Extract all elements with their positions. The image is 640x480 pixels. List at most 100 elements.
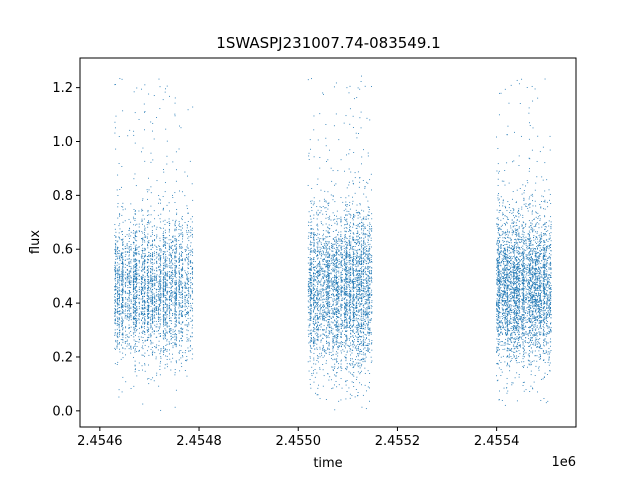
data-point [138,275,140,277]
data-point [120,278,122,280]
data-point [320,291,322,293]
data-point [120,339,122,340]
data-point [133,294,135,296]
data-point [319,297,320,299]
data-point [128,282,130,284]
data-point [165,324,167,325]
data-point [336,271,338,273]
data-point [114,253,116,255]
data-point [148,282,150,284]
data-point [119,277,121,279]
data-point [174,309,176,311]
data-point [312,323,314,324]
data-point [164,219,166,221]
data-point [332,298,334,300]
data-point [319,253,321,255]
data-point [178,259,180,261]
data-point [169,282,170,284]
data-point [175,340,177,342]
data-point [335,381,337,382]
data-point [143,256,145,258]
data-point [130,330,132,332]
data-point [336,266,338,268]
data-point [319,263,321,265]
data-point [317,249,319,251]
data-point [130,271,132,273]
data-point [142,307,144,309]
data-point [142,301,144,303]
data-point [191,284,193,286]
data-point [322,306,324,308]
data-point [165,312,166,314]
data-point [141,313,143,315]
data-point [126,316,128,318]
data-point [126,276,128,278]
data-point [319,200,321,202]
data-point [115,148,117,150]
data-point [153,284,155,286]
data-point [114,300,116,302]
data-point [136,306,138,308]
data-point [175,295,177,297]
data-point [178,285,180,287]
data-point [124,251,126,253]
data-point [334,307,336,309]
data-point [174,306,176,308]
data-point [159,287,161,289]
data-point [142,321,144,323]
data-point [179,340,180,342]
data-point [125,259,126,261]
data-point [166,359,168,360]
data-point [332,322,334,324]
data-point [182,306,184,308]
data-point [166,291,168,293]
data-point [308,342,310,344]
data-point [332,195,334,197]
data-point [174,271,176,273]
data-point [160,351,162,353]
data-point [133,260,135,262]
data-point [171,280,172,282]
data-point [182,295,183,297]
data-point [336,361,338,363]
data-point [192,353,194,355]
data-point [174,342,176,344]
data-point [130,335,132,336]
data-point [317,229,319,231]
data-point [314,249,316,251]
data-point [174,256,176,258]
data-point [175,180,177,182]
data-point [178,284,180,286]
data-point [160,227,162,229]
data-point [134,345,136,347]
data-point [316,271,318,273]
data-point [125,285,126,286]
data-point [164,367,166,369]
data-point [122,275,124,277]
data-point [146,301,148,303]
data-point [141,281,143,283]
data-point [133,247,135,249]
data-point [180,270,182,272]
data-point [116,189,118,191]
data-point [156,289,157,291]
data-point [322,237,324,239]
data-point [134,112,136,114]
data-point [147,339,149,341]
data-point [184,288,186,289]
data-point [178,330,180,332]
data-point [324,309,326,311]
data-point [335,82,337,84]
data-point [316,211,318,213]
data-point [152,286,154,288]
data-point [310,275,312,277]
data-point [138,341,140,343]
data-point [309,298,311,300]
data-point [313,273,315,274]
data-point [188,253,190,254]
data-point [134,213,136,215]
data-point [142,290,144,292]
data-point [142,274,144,276]
data-point [164,182,166,184]
data-point [328,351,330,353]
